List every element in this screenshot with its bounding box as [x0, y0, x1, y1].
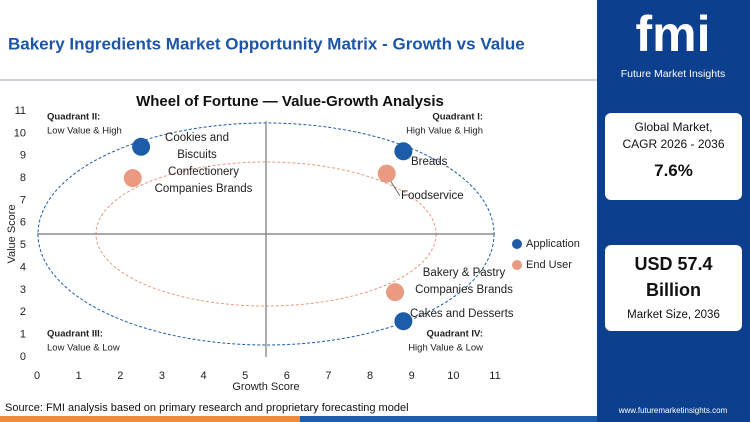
x-tick-label: 6: [284, 370, 290, 382]
point-label: Breads: [411, 156, 448, 168]
logo: fmi: [636, 6, 711, 62]
tagline: Future Market Insights: [621, 68, 725, 80]
y-tick-label: 7: [20, 194, 26, 206]
point: [123, 169, 142, 188]
y-tick-label: 6: [20, 217, 26, 229]
footer-strip: [0, 416, 300, 422]
quadrant-desc: Low Value & High: [47, 126, 122, 137]
y-tick-label: 11: [15, 105, 26, 117]
size-value: USD 57.4 Billion: [634, 254, 713, 300]
y-tick-label: 8: [20, 172, 26, 184]
chart-title: Wheel of Fortune — Value-Growth Analysis: [136, 93, 444, 110]
point: [132, 137, 151, 156]
y-axis-label: Value Score: [6, 204, 18, 263]
y-tick-label: 0: [20, 351, 26, 363]
sidebar-bg: [597, 0, 750, 422]
size-box: USD 57.4 Billion Market Size, 2036: [605, 245, 742, 331]
quadrant-desc: High Value & Low: [408, 343, 483, 354]
leader-line: [389, 179, 401, 196]
x-tick-label: 3: [159, 370, 165, 382]
point-label: Cookies and Biscuits: [165, 132, 229, 161]
source: Source: FMI analysis based on primary re…: [5, 402, 409, 414]
footer-strip: [300, 416, 597, 422]
quadrant-name: Quadrant IV:: [427, 329, 483, 340]
x-tick-label: 11: [489, 370, 500, 382]
x-tick-label: 7: [325, 370, 331, 382]
x-tick-label: 5: [242, 370, 248, 382]
point-label: Confectionery Companies Brands: [154, 166, 253, 195]
x-tick-label: 4: [200, 370, 206, 382]
x-tick-label: 9: [409, 370, 415, 382]
point: [394, 312, 413, 331]
quadrant-name: Quadrant I:: [432, 112, 483, 123]
y-tick-label: 10: [14, 127, 26, 139]
y-tick-label: 2: [20, 306, 26, 318]
point: [377, 164, 396, 183]
x-tick-label: 10: [447, 370, 459, 382]
y-tick-label: 3: [20, 284, 26, 296]
legend-label: Application: [526, 238, 580, 250]
point-label: Foodservice: [401, 190, 464, 202]
y-tick-label: 5: [20, 239, 26, 251]
quadrant-desc: Low Value & Low: [47, 343, 120, 354]
point-label: Bakery & Pastry Companies Brands: [415, 267, 513, 296]
y-tick-label: 4: [20, 261, 26, 273]
cagr-value: 7.6%: [654, 161, 693, 180]
legend-label: End User: [526, 259, 572, 271]
y-tick-label: 1: [20, 329, 26, 341]
quadrant-name: Quadrant III:: [47, 329, 103, 340]
x-axis-label: Growth Score: [232, 381, 299, 393]
quadrant-desc: High Value & High: [406, 126, 483, 137]
legend-swatch: [512, 239, 522, 249]
cagr-box: Global Market, CAGR 2026 - 2036 7.6%: [605, 113, 742, 200]
point-label: Cakes and Desserts: [410, 308, 514, 320]
x-tick-label: 8: [367, 370, 373, 382]
x-tick-label: 1: [76, 370, 82, 382]
size-label: Market Size, 2036: [627, 309, 720, 321]
cagr-label: Global Market, CAGR 2026 - 2036: [622, 120, 725, 151]
point: [394, 142, 413, 161]
point: [386, 283, 405, 302]
quadrant-name: Quadrant II:: [47, 112, 100, 123]
page-title: Bakery Ingredients Market Opportunity Ma…: [8, 34, 525, 53]
y-tick-label: 9: [20, 150, 26, 162]
x-tick-label: 0: [34, 370, 40, 382]
website: www.futuremarketinsights.com: [618, 406, 728, 415]
legend-swatch: [512, 260, 522, 270]
x-tick-label: 2: [117, 370, 123, 382]
